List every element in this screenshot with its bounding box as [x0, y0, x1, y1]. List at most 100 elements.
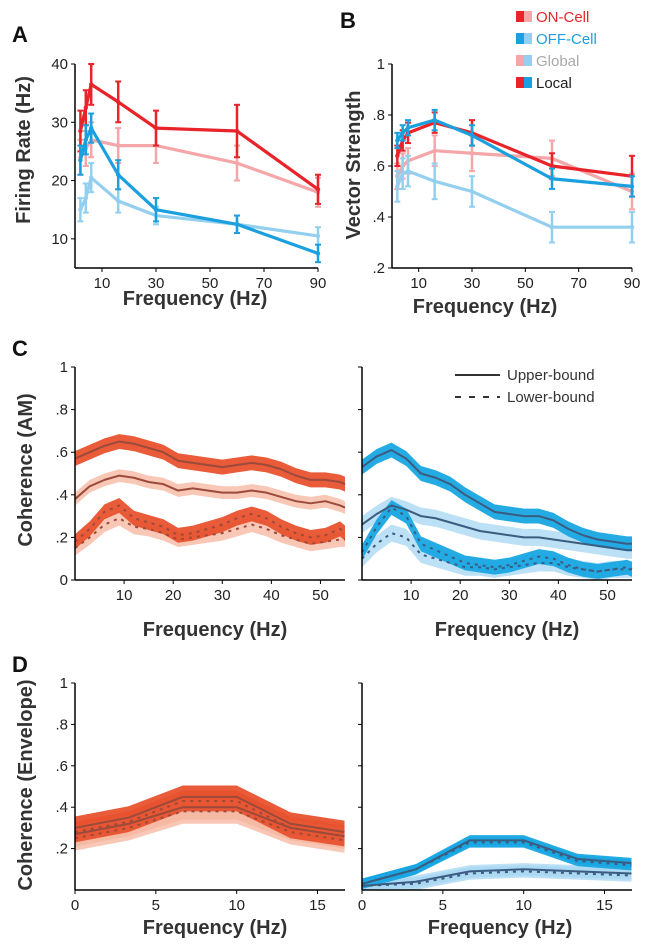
y-tick-label: 1: [377, 56, 385, 73]
legend-label-global: Global: [536, 53, 579, 70]
line-local-upper-bound: [74, 795, 345, 834]
x-tick-label: 10: [403, 587, 420, 604]
x-tick-label: 30: [501, 587, 518, 604]
color-legend: ON-Cell OFF-Cell Global Local: [516, 9, 597, 92]
y-tick-label: .4: [55, 799, 68, 816]
panel-letter-d: D: [12, 652, 28, 677]
y-tick-label: .2: [55, 529, 68, 546]
line-global-upper-bound: [361, 868, 632, 887]
data-point: [395, 138, 400, 143]
data-point: [83, 137, 89, 142]
data-point: [405, 168, 411, 174]
x-tick-label: 0: [71, 897, 79, 914]
data-point: [395, 153, 400, 158]
data-point: [469, 151, 475, 156]
y-axis-label-b: Vector Strength: [343, 91, 365, 240]
y-tick-label: 20: [51, 173, 68, 190]
legend-swatch-global-b: [524, 55, 532, 66]
data-point: [469, 189, 475, 194]
data-point: [400, 171, 405, 176]
y-tick-label: .6: [372, 158, 385, 175]
line-local-upper-bound: [361, 839, 632, 885]
y-axis-label-c: Coherence (AM): [15, 393, 37, 546]
x-axis-label-d-on: Frequency (Hz): [143, 917, 287, 939]
x-tick-label: 10: [94, 275, 111, 292]
x-tick-label: 15: [596, 897, 613, 914]
y-tick-label: 1: [60, 675, 68, 692]
panel-letter-c: C: [12, 336, 28, 361]
data-point: [315, 233, 321, 239]
x-tick-label: 10: [228, 897, 245, 914]
y-tick-label: .8: [55, 716, 68, 733]
y-tick-label: 1: [60, 359, 68, 376]
legend-swatch-local-a: [516, 77, 524, 88]
y-tick-label: 10: [51, 231, 68, 248]
x-tick-label: 70: [570, 275, 587, 292]
data-point: [432, 148, 437, 153]
data-point: [116, 172, 121, 177]
chart-c-on: 10 20 30 40 50 0 .2 .4 .6 .8 1: [55, 359, 346, 604]
series-line-off-global: [78, 176, 319, 238]
x-axis-label-c-on: Frequency (Hz): [143, 619, 287, 641]
x-tick-label: 50: [202, 275, 219, 292]
legend-label-on-cell: ON-Cell: [536, 9, 589, 26]
x-tick-label: 50: [312, 587, 329, 604]
legend-swatch-on-a: [516, 11, 524, 22]
line-style-legend: Upper-bound Lower-bound: [455, 367, 595, 406]
chart-d-on: 0 5 10 15 .2 .4 .6 .8 1: [55, 675, 345, 914]
x-tick-label: 70: [256, 275, 273, 292]
x-tick-label: 90: [624, 275, 641, 292]
legend-label-lower-bound: Lower-bound: [507, 389, 595, 406]
legend-swatch-on-b: [524, 11, 532, 22]
legend-label-off-cell: OFF-Cell: [536, 31, 597, 48]
line-global-lower-bound: [361, 870, 632, 887]
legend-swatch-global-a: [516, 55, 524, 66]
x-tick-label: 40: [263, 587, 280, 604]
line-global-lower-bound: [74, 810, 345, 842]
y-tick-label: .8: [55, 402, 68, 419]
data-point: [629, 184, 635, 189]
data-point: [549, 163, 555, 169]
chart-d-off: 0 5 10 15: [358, 682, 632, 914]
data-point: [629, 225, 635, 230]
data-point: [89, 125, 94, 131]
chart-a: 10 30 50 70 90 10 20 30 40: [51, 56, 326, 292]
data-point: [116, 99, 121, 105]
band-local-upper-bound: [75, 434, 345, 492]
data-point: [83, 195, 89, 201]
data-point: [395, 184, 400, 189]
x-tick-label: 90: [310, 275, 327, 292]
y-tick-label: .2: [55, 841, 68, 858]
band-global-upper-bound: [362, 496, 632, 559]
line-global-upper-bound: [361, 504, 632, 552]
data-point: [400, 130, 405, 136]
data-point: [549, 225, 555, 230]
x-tick-label: 30: [214, 587, 231, 604]
y-tick-label: .2: [372, 260, 385, 277]
y-tick-label: 0: [60, 572, 68, 589]
y-axis-label-a: Firing Rate (Hz): [13, 76, 35, 224]
y-axis-label-d: Coherence (Envelope): [15, 679, 37, 890]
x-tick-label: 0: [358, 897, 366, 914]
data-point: [315, 187, 321, 192]
y-tick-label: .4: [372, 209, 385, 226]
y-tick-label: 30: [51, 114, 68, 131]
x-axis-label-b: Frequency (Hz): [413, 296, 557, 318]
x-axis-label-d-off: Frequency (Hz): [428, 917, 572, 939]
line-global-upper-bound: [74, 474, 346, 509]
chart-c-off: 10 20 30 40 50: [358, 366, 633, 604]
line-global-lower-bound: [361, 532, 632, 573]
x-axis-label-c-off: Frequency (Hz): [435, 619, 579, 641]
data-point: [116, 198, 121, 204]
data-point: [432, 117, 437, 123]
x-tick-label: 5: [439, 897, 447, 914]
x-axis-label-a: Frequency (Hz): [123, 288, 267, 310]
line-local-upper-bound: [361, 449, 632, 545]
chart-b: 10 30 50 70 90 .2 .4 .6 .8 1: [372, 56, 640, 292]
data-point: [89, 175, 94, 180]
series-line-on-global: [79, 138, 319, 194]
x-tick-label: 50: [599, 587, 616, 604]
data-point: [469, 133, 475, 138]
x-tick-label: 10: [116, 587, 133, 604]
